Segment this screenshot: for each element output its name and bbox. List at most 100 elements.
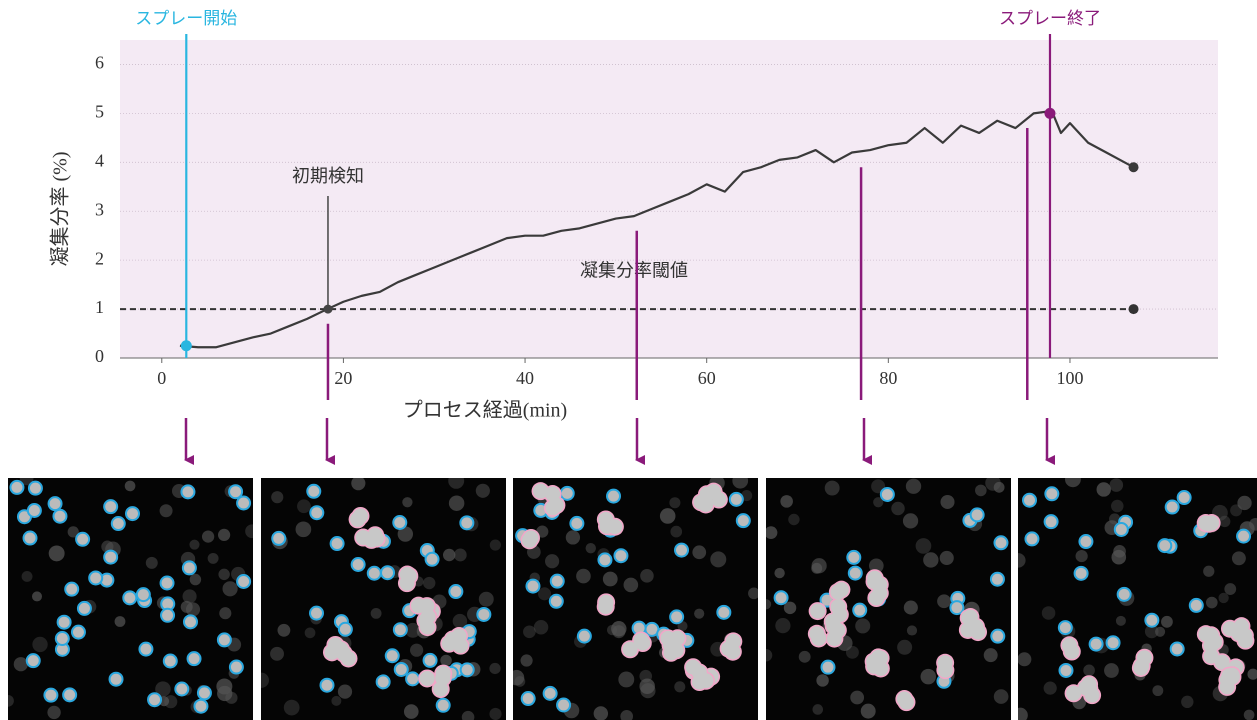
particle-bg [923,552,938,567]
particle-bg [994,689,1009,704]
y-tick-label: 5 [95,102,104,122]
particle-bg [278,624,291,637]
particle [72,626,85,639]
aggregate-particle [635,636,650,651]
particle [730,493,743,506]
particle [331,537,344,550]
x-tick-label: 60 [698,368,716,388]
particle-bg [1218,593,1228,603]
particle [1118,588,1131,601]
particle [78,602,91,615]
particle-bg [538,587,551,600]
particle-bg [125,481,136,492]
particle [406,672,419,685]
particle-bg [305,627,316,638]
particle [184,615,197,628]
particle-bg [788,514,799,525]
particle [1115,523,1128,536]
particle-bg [855,618,870,633]
particle-bg [1065,471,1081,487]
aggregate-particle [830,585,845,600]
particle-bg [660,508,676,524]
particle [321,679,334,692]
particle-bg [1219,516,1230,527]
particle-bg [520,654,532,666]
particle [1060,664,1073,677]
particle-bg [404,704,419,719]
aggregate-particle [419,599,434,614]
micrograph [760,475,1011,720]
aggregate-particle [725,644,740,659]
particle [550,595,563,608]
particle-bg [921,669,936,684]
particle-bg [1111,550,1126,565]
particle [1079,535,1092,548]
particle [148,693,161,706]
particle-bg [440,655,451,666]
y-tick-label: 0 [95,346,104,366]
detection-label: 初期検知 [292,166,364,186]
particle-bg [1181,696,1193,708]
particle-bg [692,545,706,559]
aggregate-particle [1198,627,1213,642]
particle-bg [190,574,201,585]
threshold-label: 凝集分率閾値 [580,261,688,281]
particle-bg [489,708,501,720]
particle-bg [1224,583,1236,595]
particle [164,655,177,668]
particle [1025,532,1038,545]
particle-bg [223,581,238,596]
particle-bg [410,644,423,657]
particle-bg [1232,551,1246,565]
particle-bg [32,637,47,652]
particle [24,532,37,545]
particle-bg [183,589,197,603]
particle-bg [186,602,200,616]
particle-bg [975,485,987,497]
particle-bg [545,554,559,568]
particle-bg [189,540,199,550]
particle-bg [1104,663,1119,678]
micrograph [254,473,506,720]
particle [272,532,285,545]
particle-bg [49,545,65,561]
particle [352,558,365,571]
aggregate-particle [811,631,826,646]
aggregate-particle [1082,677,1097,692]
particle-bg [270,647,284,661]
particle-bg [296,521,312,537]
particle-bg [618,672,634,688]
particle [230,661,243,674]
particle-bg [245,524,259,538]
aggregate-particle [1234,619,1249,634]
particle-bg [603,572,618,587]
aggregate-particle [669,643,684,658]
particle-bg [775,618,790,633]
particle [994,536,1007,549]
particle-bg [534,620,548,634]
particle [175,682,188,695]
particle [29,482,42,495]
aggregate-particle [341,651,356,666]
aggregate-particle [607,519,622,534]
particle [1023,494,1036,507]
particle-bg [586,543,596,553]
particle-bg [825,481,840,496]
particle [675,544,688,557]
y-axis-label: 凝集分率 (%) [49,152,72,267]
particle [139,643,152,656]
particle [307,485,320,498]
particle [717,606,730,619]
particle-bg [639,679,654,694]
particle-bg [1237,496,1251,510]
particle-bg [1116,616,1126,626]
particle-bg [816,674,828,686]
particle-bg [941,495,955,509]
particle [393,516,406,529]
aggregate-particle [832,607,847,622]
particle [110,673,123,686]
particle-bg [160,504,173,517]
particle [437,699,450,712]
particle-bg [146,557,158,569]
particle-bg [576,569,591,584]
